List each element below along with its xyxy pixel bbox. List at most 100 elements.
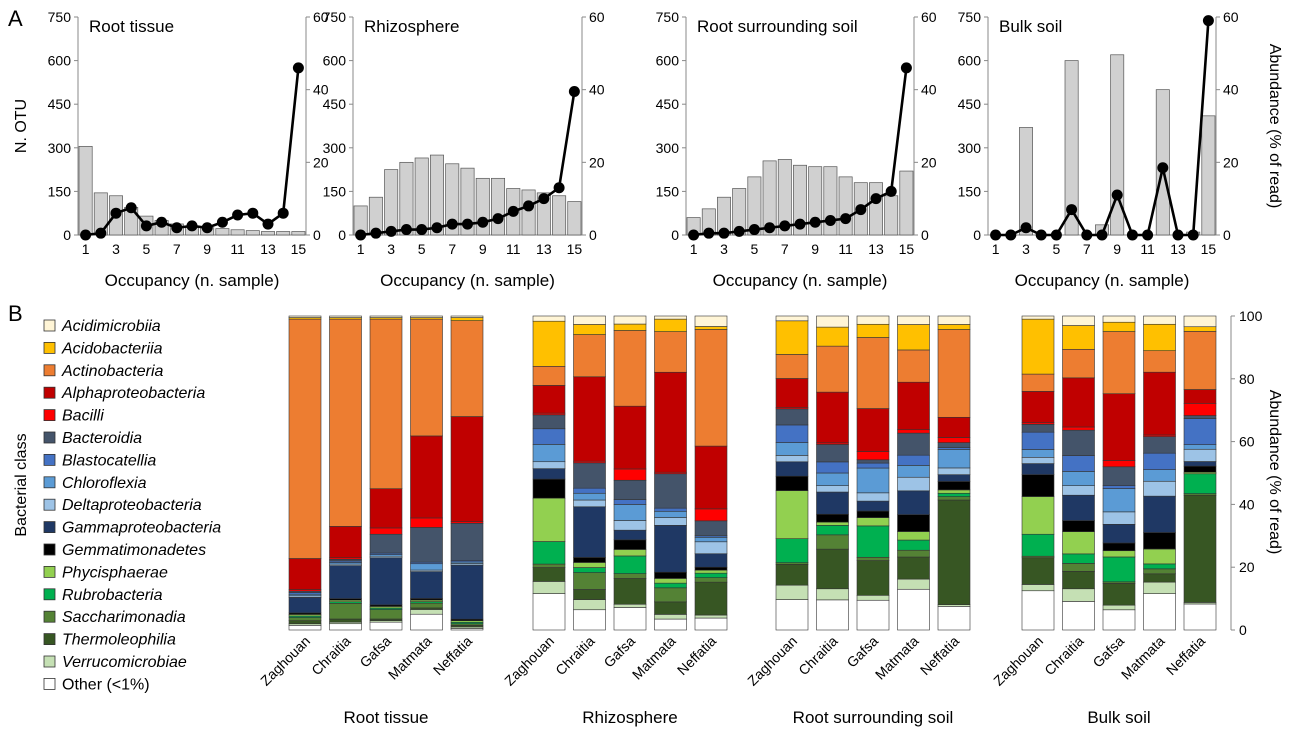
stacked-segment (1143, 323, 1176, 352)
x-axis-label: Occupancy (n. sample) (1015, 271, 1190, 290)
stacked-segment (897, 381, 930, 431)
abundance-point (216, 216, 228, 228)
stacked-segment (654, 318, 687, 332)
stacked-segment (1102, 331, 1136, 395)
stacked-segment (897, 556, 930, 580)
stacked-segment (573, 487, 606, 494)
stacked-segment (856, 599, 890, 631)
left-tick-label: 750 (323, 9, 347, 25)
stacked-segment (775, 599, 809, 631)
stacked-segment (654, 601, 687, 615)
stacked-segment (694, 541, 728, 555)
stacked-segment (1102, 466, 1136, 486)
stacked-segment (1183, 331, 1217, 390)
stacked-segment (329, 603, 362, 620)
stacked-segment (288, 318, 322, 559)
stacked-segment (937, 324, 971, 330)
stacked-segment (613, 520, 647, 531)
stacked-segment (532, 541, 566, 565)
abundance-point (703, 227, 715, 239)
x-tick-label: 5 (1053, 241, 1061, 257)
stacked-segment (654, 315, 687, 320)
stacked-segment (1062, 563, 1095, 572)
x-tick-label: 7 (173, 241, 181, 257)
stacked-segment (532, 444, 566, 463)
stacked-bar (450, 315, 484, 631)
stacked-segment (410, 435, 443, 519)
stacked-segment (1102, 460, 1136, 468)
x-tick-label: 5 (751, 241, 759, 257)
x-tick-label: 1 (992, 241, 1000, 257)
left-tick-label: 450 (48, 96, 72, 112)
stacked-segment (694, 577, 728, 583)
stacked-segment (1062, 349, 1095, 379)
stacked-segment (897, 578, 930, 590)
stacked-segment (1183, 315, 1217, 328)
legend-label: Thermoleophilia (62, 632, 176, 649)
abundance-point (840, 213, 852, 225)
stacked-segment (450, 564, 484, 620)
abundance-point (385, 225, 397, 237)
abundance-point (1187, 229, 1199, 241)
stacked-segment (897, 324, 930, 351)
legend-swatch (43, 364, 56, 377)
stacked-segment (410, 315, 443, 318)
abundance-point (1172, 229, 1184, 241)
site-label: Zaghouan (257, 633, 313, 689)
right-tick-label: 0 (1223, 227, 1231, 243)
stacked-segment (613, 323, 647, 331)
otu-bar (261, 231, 275, 236)
stacked-segment (897, 465, 930, 478)
abundance-point (885, 185, 897, 197)
x-tick-label: 11 (506, 241, 521, 257)
stacked-segment (897, 514, 930, 532)
abundance-point (171, 222, 183, 234)
right-tick-label: 0 (921, 227, 929, 243)
stacked-segment (775, 584, 809, 600)
stacked-segment (573, 499, 606, 508)
stacked-segment (613, 573, 647, 579)
x-tick-label: 13 (536, 241, 552, 257)
stacked-segment (410, 613, 443, 631)
x-tick-label: 3 (387, 241, 395, 257)
left-tick-label: 450 (323, 96, 347, 112)
site-label: Zaghouan (744, 633, 800, 689)
stacked-segment (1021, 315, 1055, 320)
abundance-point (370, 227, 382, 239)
left-tick-label: 0 (63, 227, 71, 243)
stacked-right-tick-label: 20 (1239, 559, 1255, 575)
group-label: Rhizosphere (582, 708, 677, 727)
legend-label: Rubrobacteria (62, 587, 163, 604)
legend-label: Alphaproteobacteria (61, 385, 205, 402)
left-tick-label: 750 (958, 9, 982, 25)
x-axis-label: Occupancy (n. sample) (713, 271, 888, 290)
stacked-segment (410, 602, 443, 609)
stacked-segment (1021, 391, 1055, 424)
stacked-segment (654, 507, 687, 512)
stacked-segment (694, 581, 728, 616)
stacked-segment (410, 318, 443, 437)
legend-label: Actinobacteria (61, 363, 163, 380)
abundance-point (733, 225, 745, 237)
stacked-segment (937, 492, 971, 497)
stacked-segment (1143, 563, 1176, 570)
stacked-segment (897, 432, 930, 456)
stacked-segment (369, 609, 403, 620)
stacked-segment (369, 527, 403, 535)
stacked-segment (532, 320, 566, 367)
stacked-segment (613, 539, 647, 550)
stacked-segment (1143, 593, 1176, 631)
chart-title: Root surrounding soil (697, 17, 858, 36)
stacked-segment (694, 520, 728, 537)
stacked-segment (288, 620, 322, 625)
stacked-segment (816, 513, 849, 523)
stacked-bar (329, 315, 362, 631)
stacked-segment (1062, 553, 1095, 564)
otu-bar (777, 159, 792, 236)
stacked-segment (654, 331, 687, 373)
right-tick-label: 60 (589, 9, 605, 25)
right-tick-label: 0 (313, 227, 321, 243)
abundance-point (688, 229, 700, 241)
